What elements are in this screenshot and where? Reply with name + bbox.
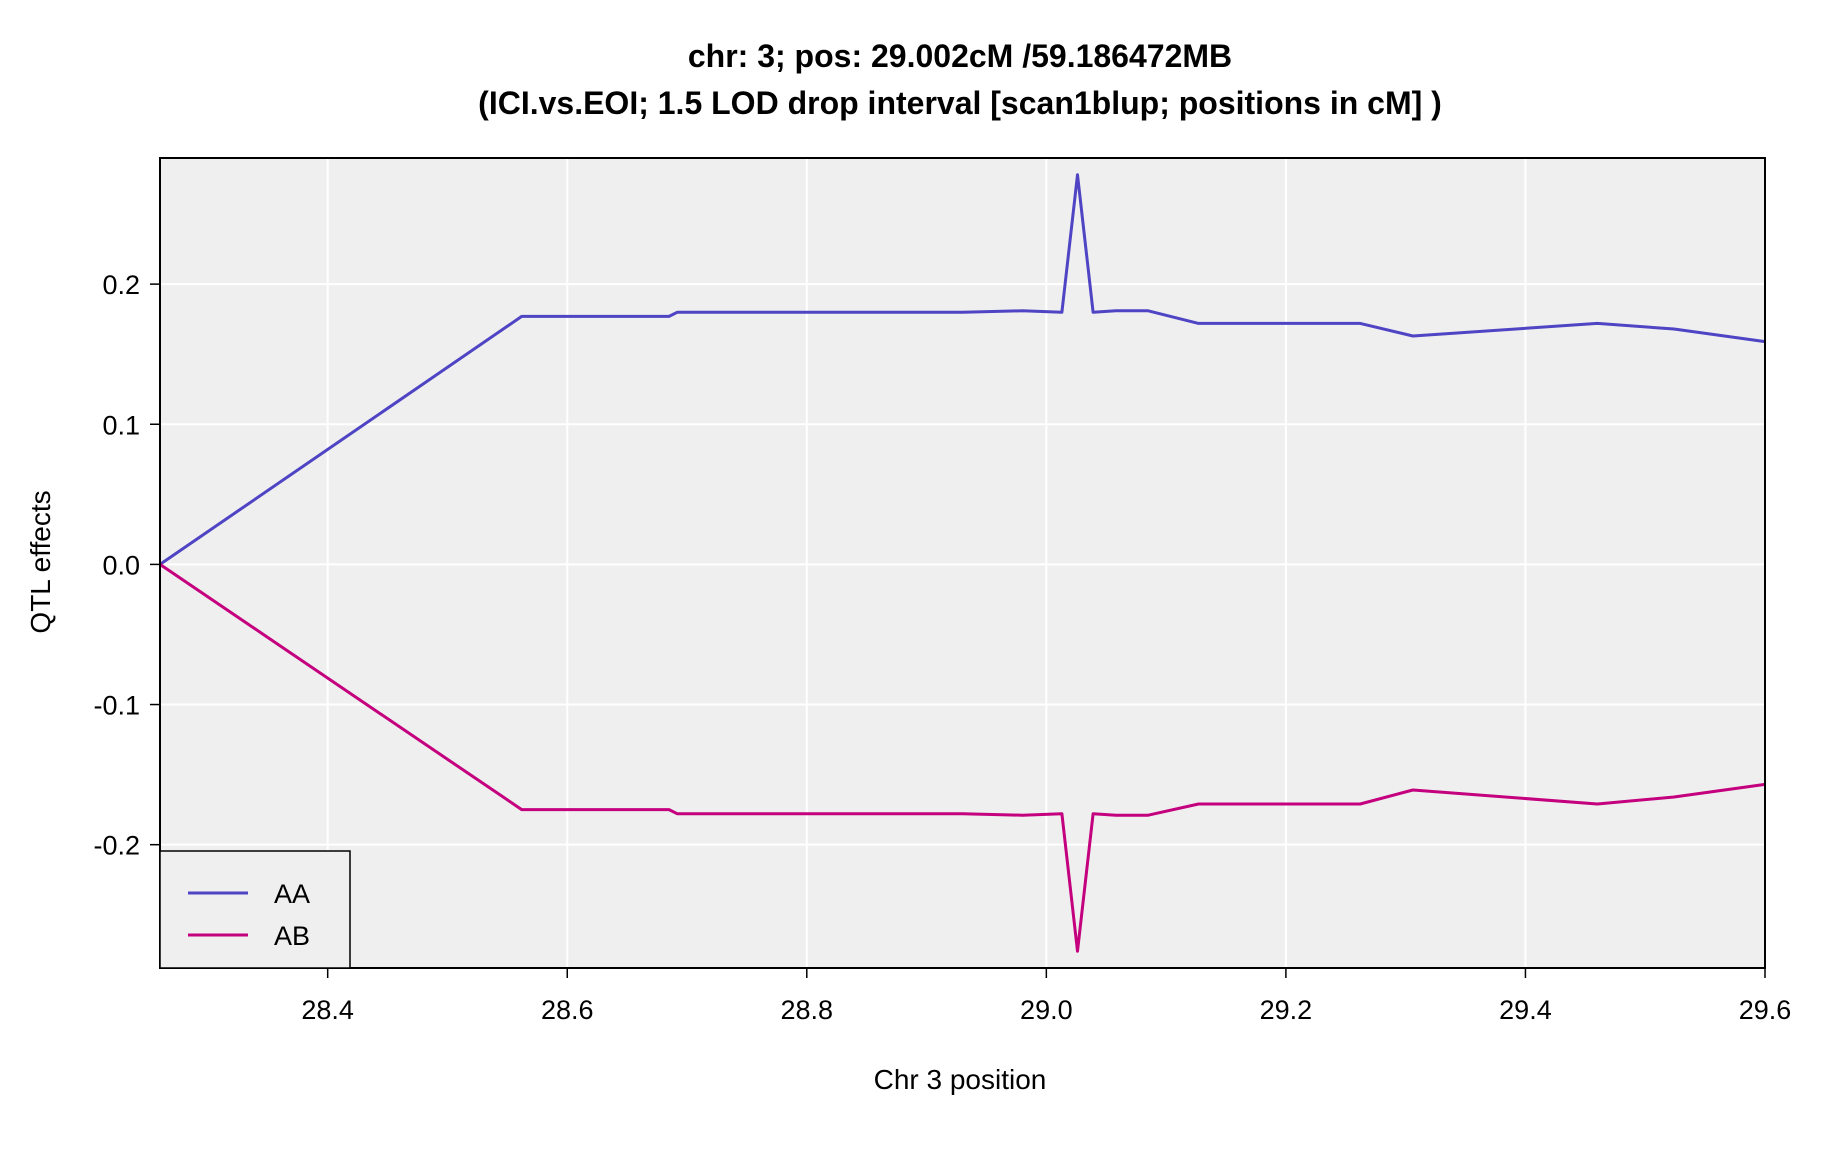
plot-border — [159, 157, 1766, 969]
x-tick-label: 28.6 — [541, 995, 594, 1025]
x-tick-label: 29.2 — [1260, 995, 1313, 1025]
y-tick-label: -0.1 — [93, 691, 140, 721]
x-tick-label: 28.8 — [781, 995, 834, 1025]
series-line-ab — [159, 563, 1766, 953]
plot-area — [160, 158, 1765, 968]
legend: AA AB — [159, 850, 351, 969]
chart-title: chr: 3; pos: 29.002cM /59.186472MB — [688, 38, 1232, 74]
legend-box — [159, 850, 351, 969]
chart-subtitle: (ICI.vs.EOI; 1.5 LOD drop interval [scan… — [478, 85, 1442, 121]
y-tick-label: -0.2 — [93, 831, 140, 861]
series-layer — [159, 173, 1766, 953]
x-tick-label: 29.0 — [1020, 995, 1073, 1025]
x-axis-label: Chr 3 position — [874, 1064, 1047, 1095]
y-axis: -0.2 -0.1 0.0 0.1 0.2 — [93, 270, 160, 861]
legend-label-aa: AA — [274, 879, 310, 909]
y-tick-label: 0.2 — [102, 270, 140, 300]
x-tick-label: 28.4 — [301, 995, 354, 1025]
legend-label-ab: AB — [274, 921, 310, 951]
x-tick-label: 29.6 — [1739, 995, 1792, 1025]
y-tick-label: 0.1 — [102, 410, 140, 440]
y-axis-label: QTL effects — [25, 490, 56, 633]
x-tick-label: 29.4 — [1499, 995, 1552, 1025]
grid-lines — [160, 158, 1766, 968]
y-tick-label: 0.0 — [102, 550, 140, 580]
series-line-aa — [159, 173, 1766, 566]
x-axis: 28.4 28.6 28.8 29.0 29.2 29.4 29.6 — [301, 968, 1791, 1025]
